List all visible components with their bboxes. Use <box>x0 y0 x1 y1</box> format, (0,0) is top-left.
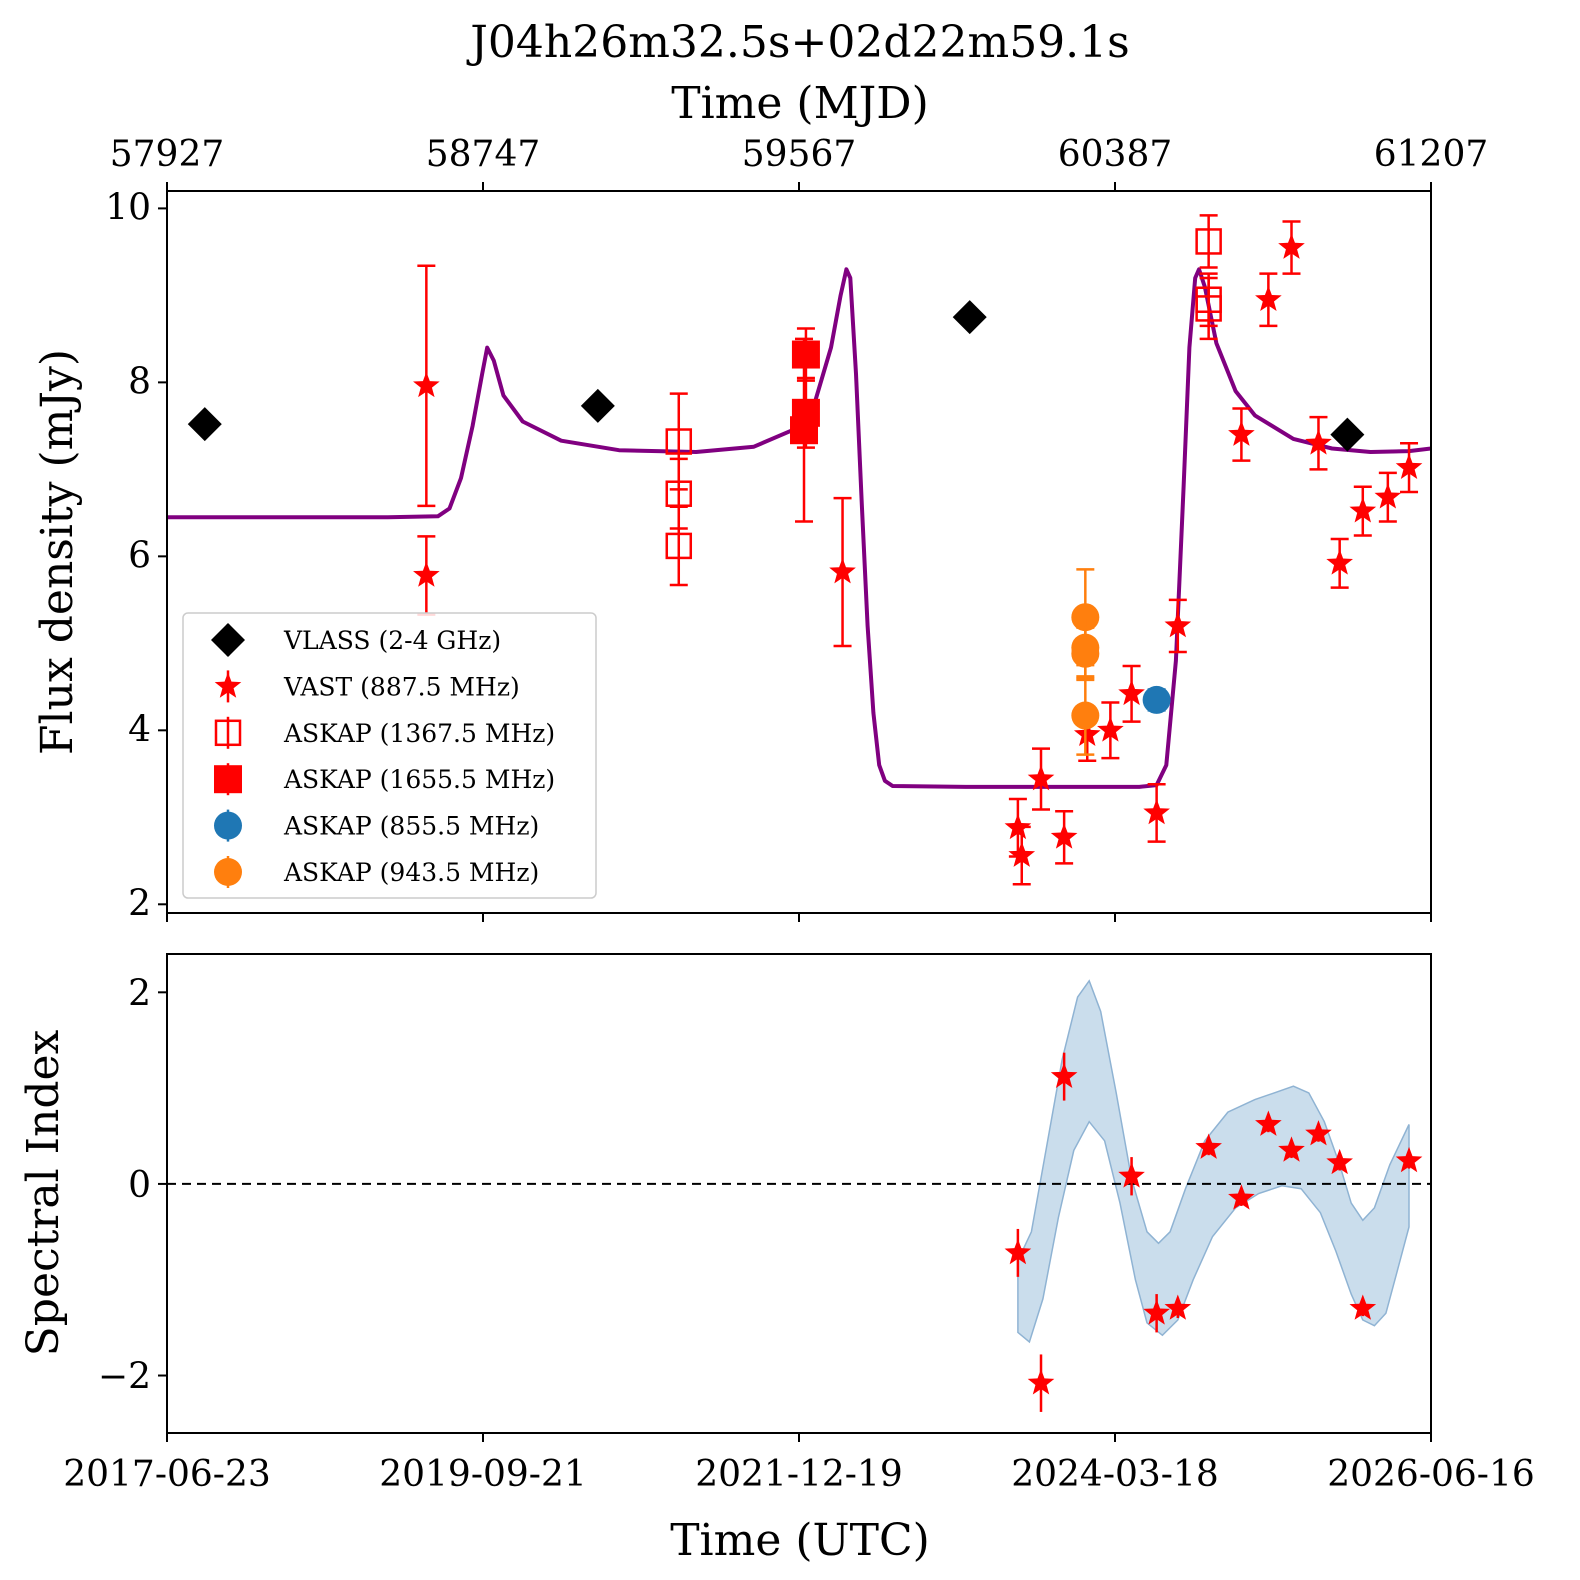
bottom-x-tick-label-4: 2026-06-16 <box>1327 1454 1535 1495</box>
si-point-6 <box>1195 1133 1222 1159</box>
flux-density-panel: 57927 58747 59567 60387 61207 2 4 6 8 10 <box>105 134 1488 924</box>
si-point-10 <box>1305 1120 1332 1146</box>
top-mjd-tick-label-2: 59567 <box>742 134 857 175</box>
bottom-y-tick-label-1: 0 <box>128 1165 151 1206</box>
si-point-3 <box>1118 1162 1145 1188</box>
si-point-4 <box>1143 1299 1170 1325</box>
bottom-x-tick-label-0: 2017-06-23 <box>63 1454 271 1495</box>
s1-point-1 <box>413 561 440 587</box>
bottom-x-tick-label-2: 2021-12-19 <box>695 1454 903 1495</box>
bottom-axes: 2017-06-23 2019-09-21 2021-12-19 2024-03-18… <box>63 973 1535 1495</box>
s0-point-1 <box>580 388 615 423</box>
s2-point-2 <box>665 532 693 560</box>
s1-point-9 <box>1118 679 1145 706</box>
s5-point-2 <box>1071 639 1100 668</box>
si-point-9 <box>1278 1136 1305 1162</box>
s1-point-14 <box>1278 233 1305 259</box>
s2-errorbar-2 <box>669 505 688 587</box>
s1-point-7 <box>1073 720 1101 746</box>
s1-point-10 <box>1143 798 1170 825</box>
s4-point-0 <box>1142 685 1171 714</box>
bottom-y-tick-label-0: 2 <box>128 973 151 1014</box>
legend-marker-5 <box>214 858 242 886</box>
bottom-y-axis-label: Spectral Index <box>18 1029 69 1356</box>
s0-point-0 <box>187 407 222 442</box>
s2-point-1 <box>665 480 693 507</box>
bottom-x-axis-label: Time (UTC) <box>670 1515 930 1566</box>
spectral-index-panel: 2017-06-23 2019-09-21 2021-12-19 2024-03-18… <box>63 953 1535 1495</box>
s0-point-3 <box>1330 417 1365 452</box>
top-y-tick-label-0: 2 <box>128 883 151 924</box>
s1-point-0 <box>413 371 440 398</box>
top-axes: 57927 58747 59567 60387 61207 2 4 6 8 10 <box>105 134 1488 924</box>
legend-marker-1 <box>214 672 242 698</box>
s2-errorbar-3 <box>1199 214 1218 269</box>
s1-point-5 <box>1027 765 1055 791</box>
legend-label-0: VLASS (2-4 GHz) <box>283 626 501 655</box>
top-y-tick-label-4: 10 <box>105 187 151 228</box>
si-point-0 <box>1004 1238 1032 1265</box>
confidence-band <box>1017 979 1410 1344</box>
s3-point-2 <box>790 416 819 445</box>
legend-label-4: ASKAP (855.5 MHz) <box>283 812 539 841</box>
si-point-12 <box>1349 1294 1377 1320</box>
s1-point-2 <box>829 558 856 584</box>
top-mjd-tick-label-4: 61207 <box>1374 134 1489 175</box>
legend-label-3: ASKAP (1655.5 MHz) <box>283 765 555 794</box>
s0-point-2 <box>952 300 987 335</box>
bottom-x-tick-label-1: 2019-09-21 <box>379 1454 587 1495</box>
s1-point-4 <box>1008 841 1036 867</box>
top-y-tick-label-1: 4 <box>128 709 151 750</box>
si-point-1 <box>1027 1369 1055 1395</box>
s1-point-8 <box>1097 716 1124 742</box>
si-point-13 <box>1395 1146 1423 1173</box>
s2-point-5 <box>1195 295 1222 322</box>
s1-point-13 <box>1255 285 1282 312</box>
top-mjd-tick-label-0: 57927 <box>110 134 225 175</box>
si-point-8 <box>1255 1110 1282 1136</box>
s1-point-6 <box>1050 823 1078 849</box>
s2-point-3 <box>1195 228 1222 255</box>
s1-point-19 <box>1395 453 1423 479</box>
s1-point-15 <box>1305 429 1332 455</box>
legend-label-5: ASKAP (943.5 MHz) <box>283 858 539 887</box>
top-axis-label: Time (MJD) <box>671 78 928 129</box>
legend-marker-2 <box>214 719 242 747</box>
s1-point-18 <box>1374 483 1402 509</box>
top-mjd-tick-label-1: 58747 <box>426 134 541 175</box>
s2-point-0 <box>665 428 693 455</box>
s1-point-12 <box>1228 420 1255 446</box>
legend-marker-4 <box>214 811 242 840</box>
top-mjd-tick-label-3: 60387 <box>1058 134 1173 175</box>
s1-point-11 <box>1164 611 1192 638</box>
top-y-tick-label-2: 6 <box>128 535 151 576</box>
s1-point-17 <box>1349 497 1377 523</box>
legend-marker-0 <box>211 623 245 657</box>
legend-label-2: ASKAP (1367.5 MHz) <box>283 719 555 748</box>
confidence-band-layer <box>1017 979 1410 1344</box>
si-point-5 <box>1164 1294 1192 1320</box>
legend-label-1: VAST (887.5 MHz) <box>283 672 520 701</box>
si-point-2 <box>1050 1062 1078 1088</box>
s2-errorbar-5 <box>1199 276 1218 341</box>
s5-point-3 <box>1071 701 1100 730</box>
si-point-7 <box>1228 1184 1255 1210</box>
top-y-axis-label: Flux density (mJy) <box>32 349 83 755</box>
legend-frame <box>182 612 597 899</box>
s1-point-16 <box>1326 549 1353 575</box>
s3-point-0 <box>791 340 820 369</box>
bottom-x-tick-label-3: 2024-03-18 <box>1011 1454 1219 1495</box>
si-point-11 <box>1326 1148 1353 1175</box>
legend-marker-3 <box>214 765 242 794</box>
chart-title: J04h26m32.5s+02d22m59.1s <box>466 17 1130 68</box>
legend-items: VLASS (2-4 GHz) VAST (887.5 MHz) ASKAP (13… <box>211 623 555 888</box>
flux-points-layer <box>187 214 1423 886</box>
top-y-tick-label-3: 8 <box>128 361 151 402</box>
bottom-y-tick-label-2: −2 <box>98 1357 151 1398</box>
spectral-points-layer <box>1004 1052 1423 1412</box>
legend: VLASS (2-4 GHz) VAST (887.5 MHz) ASKAP (13… <box>182 612 597 899</box>
